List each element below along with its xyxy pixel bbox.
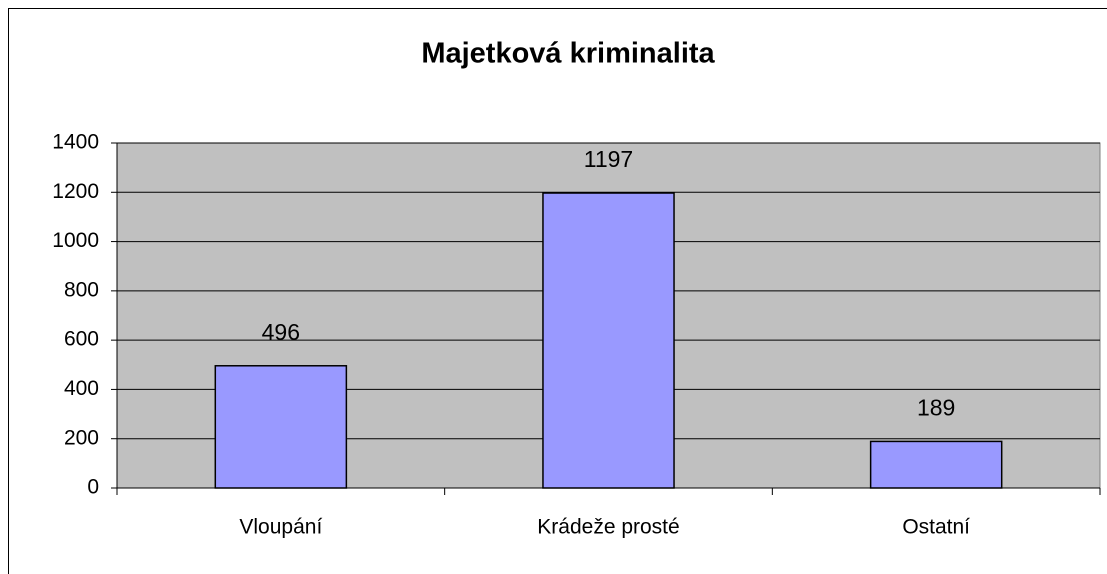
data-label: 189: [917, 395, 955, 421]
data-label: 1197: [584, 146, 633, 172]
y-tick-label: 1000: [52, 229, 99, 252]
chart-title: Majetková kriminalita: [421, 38, 715, 70]
bar: [214, 365, 348, 489]
x-tick-label: Krádeže prosté: [537, 516, 679, 539]
bar: [542, 192, 675, 489]
y-tick-label: 600: [64, 328, 99, 351]
bar: [869, 440, 1003, 489]
y-tick-label: 200: [64, 426, 99, 449]
y-tick-label: 0: [87, 476, 99, 499]
data-label: 496: [262, 319, 300, 345]
x-tick-label: Vloupání: [239, 516, 322, 539]
y-tick-label: 1200: [52, 180, 99, 203]
y-tick-label: 1400: [52, 131, 99, 154]
y-tick-label: 800: [64, 278, 99, 301]
x-tick-label: Ostatní: [902, 516, 970, 539]
y-tick-label: 400: [64, 377, 99, 400]
